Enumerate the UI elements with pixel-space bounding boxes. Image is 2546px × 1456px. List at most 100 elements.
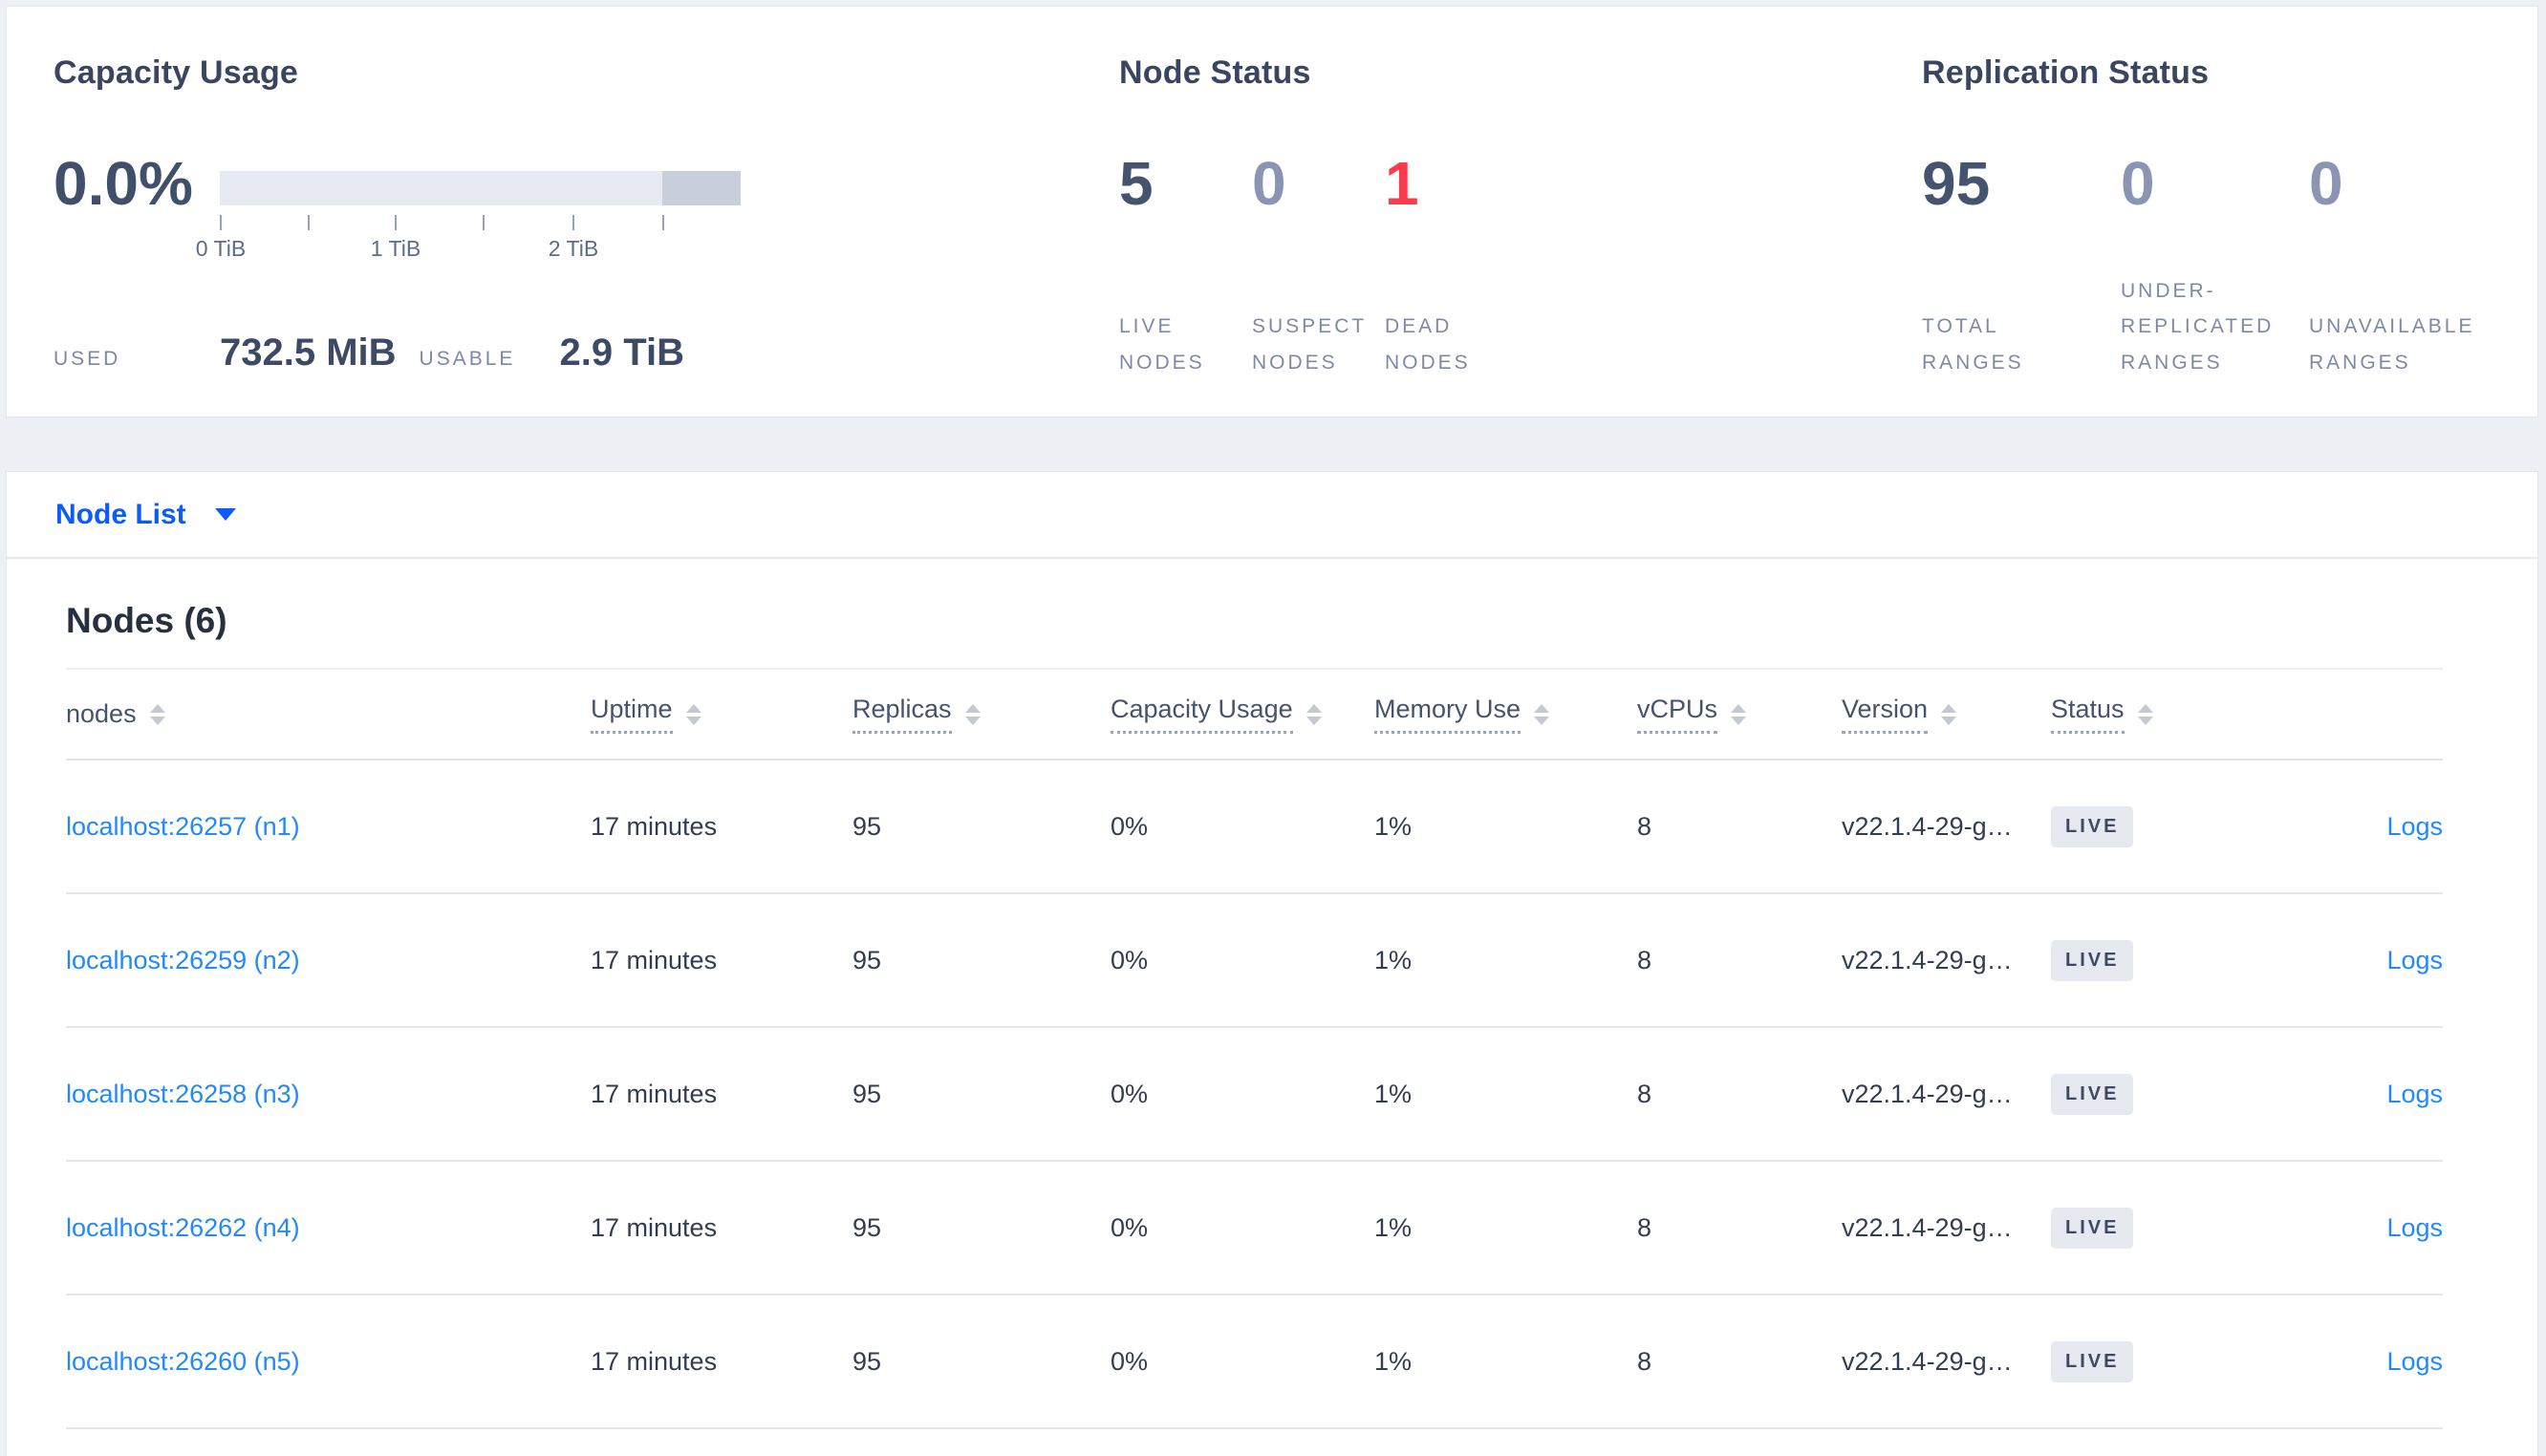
table-row: localhost:26262 (n4) 17 minutes 95 0% 1%… <box>66 1162 2443 1295</box>
logs-link[interactable]: Logs <box>2386 811 2443 841</box>
table-row: localhost:26259 (n2) 17 minutes 95 0% 1%… <box>66 894 2443 1028</box>
capacity-used-percent: 0.0% <box>54 149 193 218</box>
sort-icon[interactable] <box>1534 703 1550 725</box>
replication-status-section: Replication Status 95 TOTAL RANGES 0 UND… <box>1922 7 2514 417</box>
nodes-panel: Nodes (6) nodes Uptime Replicas Capacity… <box>6 559 2538 1456</box>
status-badge: LIVE <box>2051 1340 2134 1382</box>
node-list-dropdown-label: Node List <box>55 498 186 530</box>
node-address-link[interactable]: localhost:26262 (n4) <box>66 1212 300 1242</box>
dead-nodes-count: 1 <box>1385 149 1419 218</box>
capacity-bar-other-segment <box>662 171 741 205</box>
sort-icon[interactable] <box>2137 703 2153 725</box>
axis-tick-label: 0 TiB <box>195 236 247 261</box>
axis-tick-label: 2 TiB <box>548 236 599 261</box>
column-header-capacity-usage: Capacity Usage <box>1111 695 1374 734</box>
column-header-vcpus: vCPUs <box>1637 695 1842 734</box>
usable-value: 2.9 TiB <box>559 332 684 374</box>
column-header-label[interactable]: vCPUs <box>1637 695 1718 734</box>
column-header-version: Version <box>1842 695 2051 734</box>
logs-link[interactable]: Logs <box>2386 1346 2443 1376</box>
used-label: USED <box>54 348 121 370</box>
version-cell: v22.1.4-29-g… <box>1842 1346 2013 1376</box>
memory-use-cell: 1% <box>1374 945 1413 974</box>
column-header-memory-use: Memory Use <box>1374 695 1637 734</box>
axis-tick-label: 1 TiB <box>370 236 421 261</box>
vcpus-cell: 8 <box>1637 1212 1652 1242</box>
version-cell: v22.1.4-29-g… <box>1842 1079 2013 1108</box>
column-header-label[interactable]: nodes <box>66 699 137 728</box>
sort-icon[interactable] <box>685 703 701 725</box>
sort-icon[interactable] <box>964 703 981 725</box>
capacity-usage-cell: 0% <box>1111 1212 1149 1242</box>
divider <box>66 668 2443 670</box>
under-replicated-ranges-metric: 0 UNDER-REPLICATED RANGES <box>2121 150 2280 381</box>
uptime-cell: 17 minutes <box>591 1079 718 1108</box>
total-ranges-label: TOTAL RANGES <box>1922 315 2024 375</box>
column-header-replicas: Replicas <box>852 695 1111 734</box>
nodes-title: Nodes (6) <box>66 601 227 640</box>
column-header-label[interactable]: Replicas <box>852 695 952 734</box>
replicas-cell: 95 <box>852 1212 882 1242</box>
node-address-link[interactable]: localhost:26258 (n3) <box>66 1079 300 1108</box>
column-header-label[interactable]: Status <box>2051 695 2125 734</box>
node-status-section: Node Status 5 LIVE NODES 0 SUSPECT NODES… <box>1119 7 1845 417</box>
logs-link[interactable]: Logs <box>2386 945 2443 974</box>
vcpus-cell: 8 <box>1637 945 1652 974</box>
live-nodes-label: LIVE NODES <box>1119 315 1205 375</box>
replicas-cell: 95 <box>852 811 882 841</box>
uptime-cell: 17 minutes <box>591 1212 718 1242</box>
node-address-link[interactable]: localhost:26259 (n2) <box>66 945 300 974</box>
node-status-title: Node Status <box>1119 54 1311 91</box>
axis-tick <box>572 215 574 230</box>
vcpus-cell: 8 <box>1637 1346 1652 1376</box>
column-header-uptime: Uptime <box>591 695 852 734</box>
replication-metrics: 95 TOTAL RANGES 0 UNDER-REPLICATED RANGE… <box>1922 150 2491 381</box>
version-cell: v22.1.4-29-g… <box>1842 811 2013 841</box>
table-row: localhost:26260 (n5) 17 minutes 95 0% 1%… <box>66 1295 2443 1429</box>
status-badge: LIVE <box>2051 1073 2134 1115</box>
under-replicated-ranges-count: 0 <box>2121 149 2155 218</box>
usable-label: USABLE <box>419 348 516 370</box>
replicas-cell: 95 <box>852 1346 882 1376</box>
sort-icon[interactable] <box>149 703 165 725</box>
table-header-row: nodes Uptime Replicas Capacity Usage Mem… <box>66 670 2443 760</box>
axis-tick <box>483 215 485 230</box>
status-badge: LIVE <box>2051 1207 2134 1249</box>
column-header-nodes: nodes <box>66 699 591 729</box>
unavailable-ranges-metric: 0 UNAVAILABLE RANGES <box>2309 150 2491 381</box>
version-cell: v22.1.4-29-g… <box>1842 945 2013 974</box>
sort-icon[interactable] <box>1731 703 1747 725</box>
vcpus-cell: 8 <box>1637 811 1652 841</box>
unavailable-ranges-count: 0 <box>2309 149 2343 218</box>
node-address-link[interactable]: localhost:26260 (n5) <box>66 1346 300 1376</box>
column-header-label[interactable]: Uptime <box>591 695 673 734</box>
version-cell: v22.1.4-29-g… <box>1842 1212 2013 1242</box>
live-nodes-metric: 5 LIVE NODES <box>1119 150 1234 381</box>
sort-icon[interactable] <box>1305 703 1322 725</box>
live-nodes-count: 5 <box>1119 149 1154 218</box>
under-replicated-ranges-label: UNDER-REPLICATED RANGES <box>2121 279 2275 375</box>
capacity-bar-usable-segment <box>220 171 662 205</box>
cluster-summary-panel: Capacity Usage 0.0% 0 TiB 1 TiB 2 TiB US… <box>6 6 2538 418</box>
status-badge: LIVE <box>2051 805 2134 847</box>
uptime-cell: 17 minutes <box>591 1346 718 1376</box>
column-header-label[interactable]: Capacity Usage <box>1111 695 1293 734</box>
column-header-status: Status <box>2051 695 2271 734</box>
column-header-label[interactable]: Memory Use <box>1374 695 1521 734</box>
logs-link[interactable]: Logs <box>2386 1079 2443 1108</box>
capacity-usage-bar-chart: 0 TiB 1 TiB 2 TiB <box>196 165 741 270</box>
replication-status-title: Replication Status <box>1922 54 2210 91</box>
uptime-cell: 17 minutes <box>591 945 718 974</box>
memory-use-cell: 1% <box>1374 1212 1413 1242</box>
node-address-link[interactable]: localhost:26257 (n1) <box>66 811 300 841</box>
node-list-dropdown[interactable]: Node List <box>55 499 236 531</box>
status-badge: LIVE <box>2051 939 2134 981</box>
replicas-cell: 95 <box>852 945 882 974</box>
capacity-usage-cell: 0% <box>1111 1346 1149 1376</box>
axis-tick <box>395 215 397 230</box>
logs-link[interactable]: Logs <box>2386 1212 2443 1242</box>
column-header-label[interactable]: Version <box>1842 695 1929 734</box>
sort-icon[interactable] <box>1941 703 1957 725</box>
used-value: 732.5 MiB <box>220 332 397 374</box>
suspect-nodes-metric: 0 SUSPECT NODES <box>1252 150 1367 381</box>
